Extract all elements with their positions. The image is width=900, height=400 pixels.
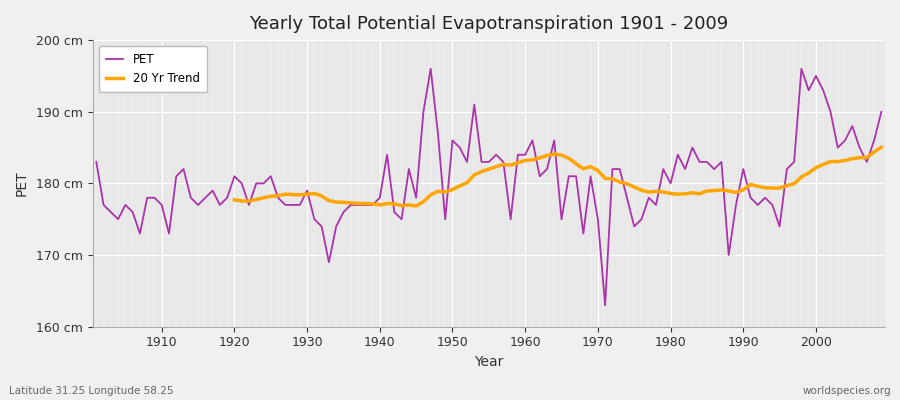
PET (149, 195, 160, 200)
Line: 20 Yr Trend: 20 Yr Trend (234, 147, 881, 206)
Legend: PET, 20 Yr Trend: PET, 20 Yr Trend (99, 46, 207, 92)
Y-axis label: PET: PET (15, 171, 29, 196)
PET (876, 109, 886, 114)
PET (309, 217, 320, 222)
X-axis label: Year: Year (474, 355, 503, 369)
PET (599, 303, 610, 308)
20 Yr Trend (854, 155, 865, 160)
20 Yr Trend (788, 181, 799, 186)
Text: Latitude 31.25 Longitude 58.25: Latitude 31.25 Longitude 58.25 (9, 386, 174, 396)
PET (527, 138, 538, 143)
Text: worldspecies.org: worldspecies.org (803, 386, 891, 396)
Line: PET: PET (96, 69, 881, 305)
20 Yr Trend (433, 189, 444, 194)
20 Yr Trend (774, 186, 785, 190)
20 Yr Trend (229, 198, 239, 202)
20 Yr Trend (410, 204, 421, 208)
Title: Yearly Total Potential Evapotranspiration 1901 - 2009: Yearly Total Potential Evapotranspiratio… (249, 15, 728, 33)
PET (353, 202, 364, 207)
20 Yr Trend (316, 194, 327, 198)
20 Yr Trend (687, 190, 698, 195)
PET (622, 195, 633, 200)
20 Yr Trend (876, 145, 886, 150)
PET (426, 66, 436, 71)
PET (520, 152, 531, 157)
PET (91, 160, 102, 164)
